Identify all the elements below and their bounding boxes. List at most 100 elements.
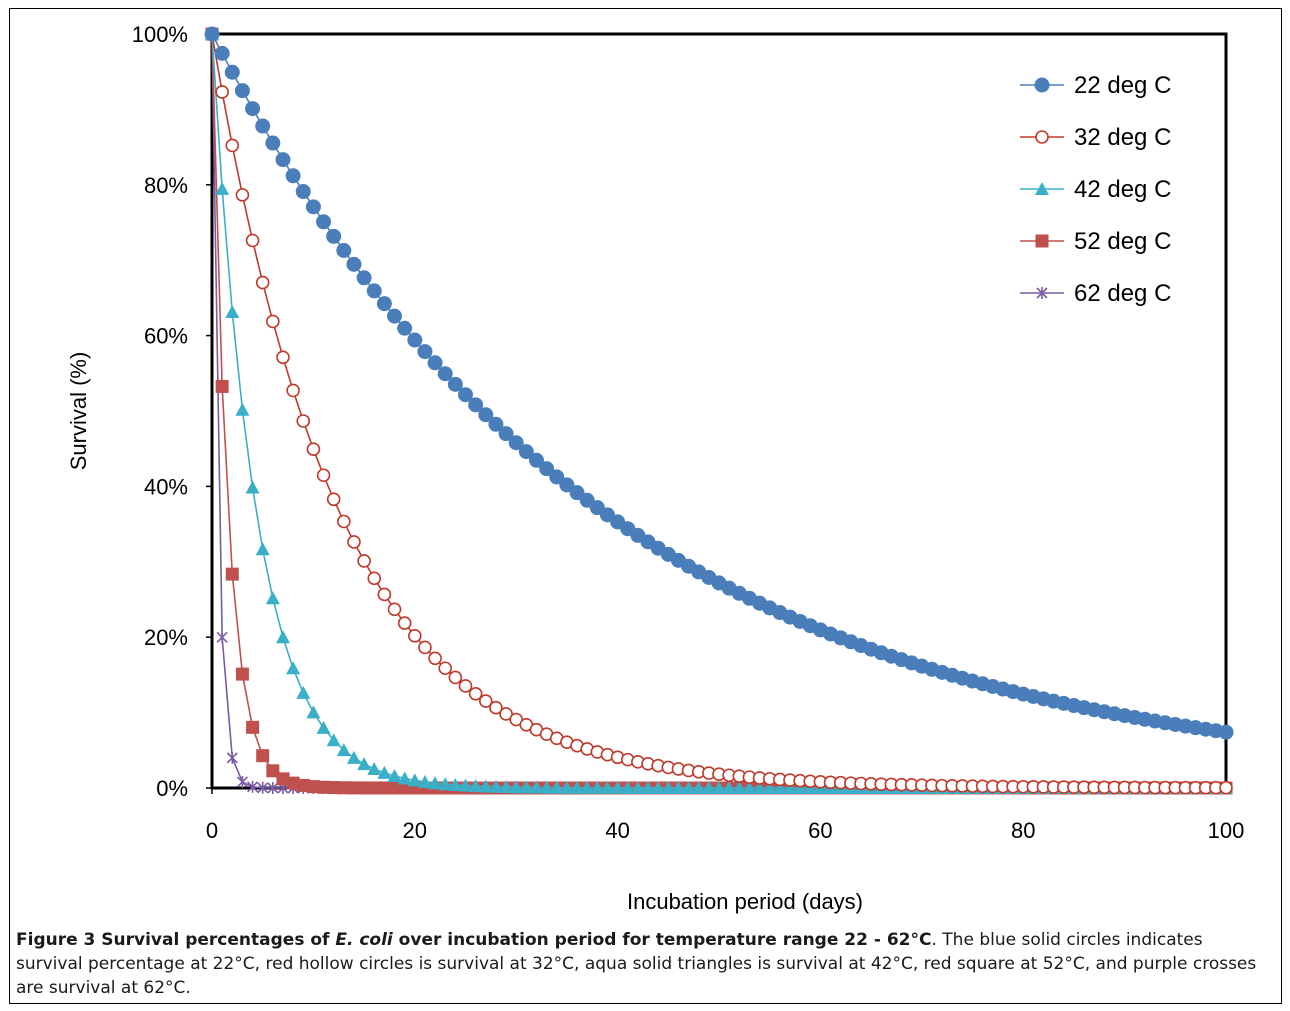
data-point (498, 426, 514, 442)
data-point (214, 45, 230, 61)
data-point (225, 567, 239, 581)
data-point (215, 181, 230, 195)
data-point (276, 350, 290, 365)
data-point (559, 477, 575, 493)
data-point (620, 780, 635, 794)
data-point (782, 780, 797, 794)
data-point (1219, 780, 1233, 795)
legend-label: 22 deg C (1074, 72, 1171, 99)
data-point (641, 780, 656, 794)
data-point (225, 305, 240, 319)
y-tick-label: 40% (144, 474, 188, 499)
data-point (275, 630, 290, 644)
data-point (468, 687, 483, 701)
data-point (570, 780, 585, 794)
data-point (346, 256, 362, 272)
data-point (448, 670, 463, 685)
data-point (610, 780, 625, 794)
data-point (630, 780, 645, 794)
legend-marker (1036, 287, 1048, 299)
data-point (286, 661, 301, 675)
data-point (306, 705, 321, 719)
data-point (732, 780, 747, 794)
data-point (489, 700, 503, 715)
data-point (246, 780, 259, 793)
data-point (245, 101, 261, 117)
x-tick-label: 60 (808, 818, 832, 843)
data-point (508, 435, 524, 451)
legend-label: 42 deg C (1074, 176, 1171, 203)
data-point (742, 780, 757, 794)
data-point (367, 571, 382, 586)
data-point (306, 780, 320, 794)
data-point (286, 383, 300, 398)
data-point (367, 781, 381, 795)
legend-marker (1035, 130, 1049, 144)
data-point (234, 83, 250, 99)
data-point (316, 720, 331, 734)
data-point (377, 765, 392, 779)
data-point (357, 554, 371, 568)
data-point (346, 750, 361, 764)
data-point (245, 480, 260, 494)
caption-label-text: Figure 3 Survival percentages of (16, 930, 336, 950)
y-axis-title: Survival (%) (66, 352, 91, 471)
data-point (367, 761, 382, 775)
data-point (519, 780, 534, 794)
data-point (1218, 724, 1234, 740)
data-point (762, 780, 777, 794)
data-point (267, 781, 279, 794)
data-point (317, 780, 331, 794)
x-tick-label: 100 (1208, 818, 1245, 843)
data-point (215, 379, 229, 393)
data-point (671, 780, 686, 794)
data-point (438, 661, 453, 676)
data-point (235, 402, 250, 416)
legend-marker (1034, 77, 1050, 93)
data-point (224, 64, 240, 80)
data-point (266, 764, 280, 778)
y-tick-label: 60% (144, 324, 188, 349)
data-point (458, 778, 473, 792)
y-tick-label: 20% (144, 625, 188, 650)
legend-marker (1035, 234, 1049, 248)
caption-body: . The blue solid circles indicates survi… (16, 930, 1257, 998)
figure-caption: Figure 3 Survival percentages of E. coli… (16, 928, 1274, 1000)
data-point (296, 414, 311, 428)
legend-entry: 52 deg C (1020, 228, 1171, 255)
legend-label: 52 deg C (1074, 228, 1171, 255)
data-point (326, 733, 341, 747)
data-point (499, 707, 513, 721)
data-point (590, 780, 605, 794)
data-point (377, 781, 391, 795)
data-point (316, 214, 332, 230)
data-point (549, 469, 565, 485)
data-point (347, 781, 361, 795)
legend-entry: 42 deg C (1020, 176, 1171, 203)
data-point (418, 640, 432, 655)
data-point (204, 26, 220, 42)
data-point (752, 780, 767, 794)
data-point (417, 774, 432, 788)
data-point (387, 308, 403, 324)
y-tick-label: 100% (132, 22, 188, 47)
x-axis-title: Incubation period (days) (627, 889, 863, 914)
data-point (478, 694, 493, 708)
data-point (226, 751, 238, 764)
data-point (388, 781, 402, 795)
data-point (265, 135, 281, 151)
data-point (286, 776, 300, 790)
data-point (407, 628, 422, 643)
data-point (266, 314, 280, 329)
data-point (376, 296, 392, 312)
data-point (275, 152, 291, 168)
data-point (427, 355, 443, 371)
data-point (651, 780, 666, 794)
data-point (387, 602, 402, 617)
data-point (722, 780, 737, 794)
data-point (276, 772, 290, 786)
data-point (327, 781, 341, 795)
data-point (257, 781, 269, 794)
data-point (559, 780, 574, 794)
data-point (256, 749, 270, 763)
